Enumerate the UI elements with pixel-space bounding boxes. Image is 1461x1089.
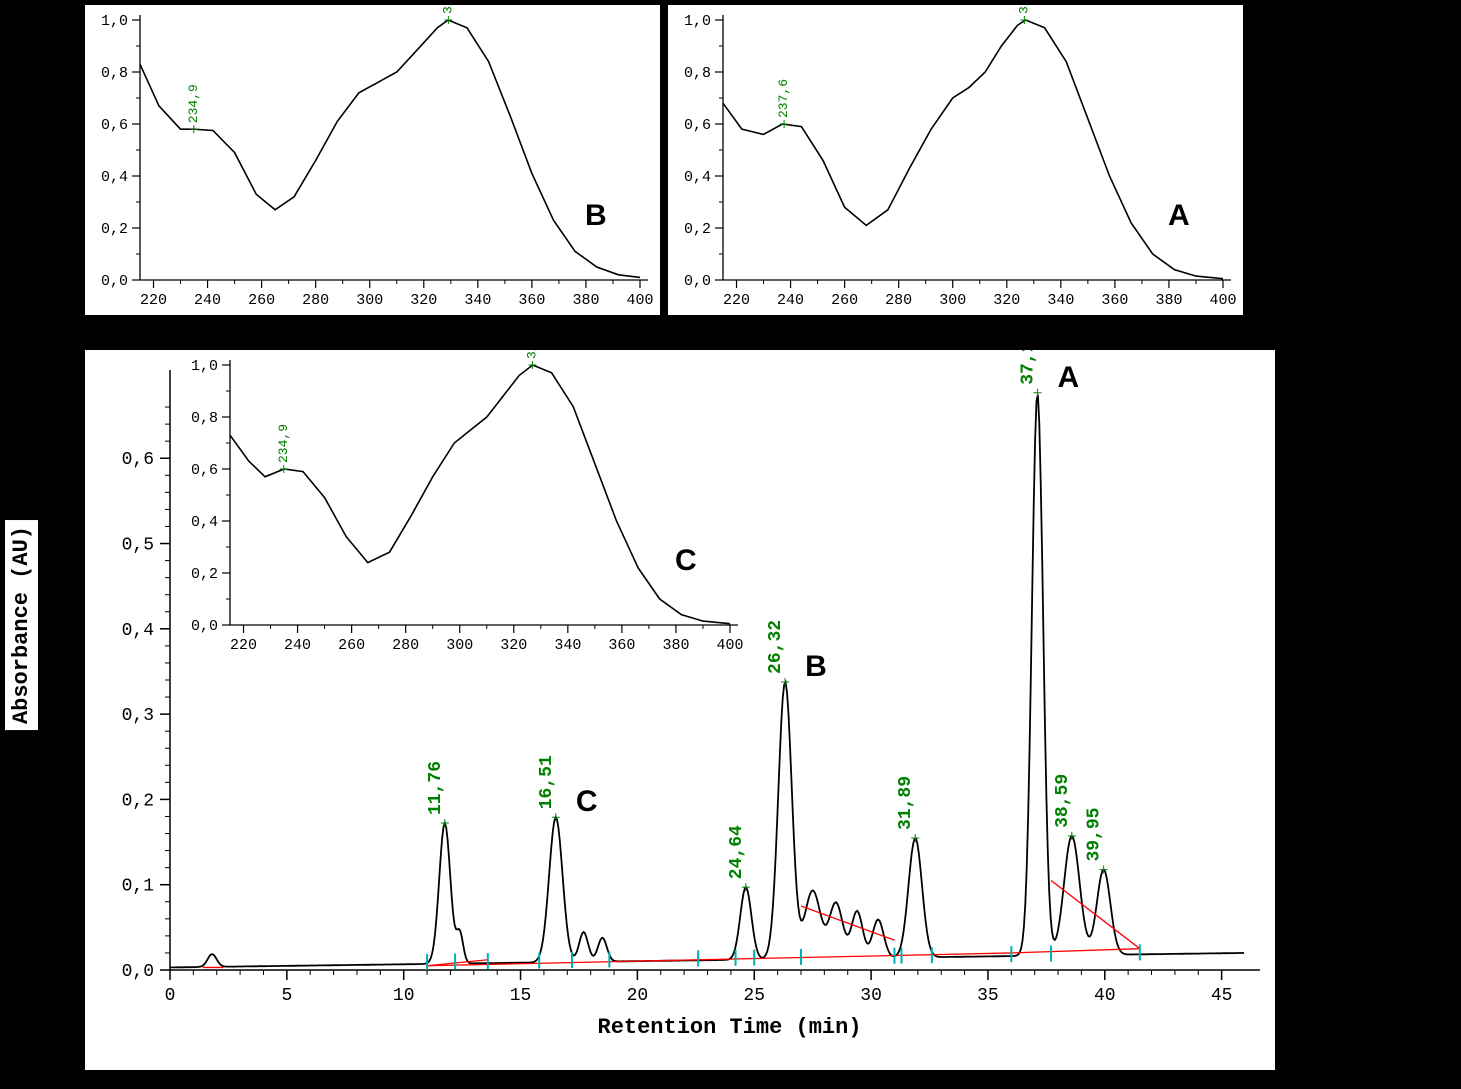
svg-text:400: 400	[626, 292, 653, 309]
svg-text:11,76: 11,76	[426, 761, 446, 815]
svg-text:237,6: 237,6	[776, 79, 791, 118]
svg-text:10: 10	[393, 986, 415, 1006]
svg-text:0,0: 0,0	[101, 273, 128, 290]
svg-text:40: 40	[1094, 986, 1116, 1006]
svg-text:280: 280	[302, 292, 329, 309]
spectrum-panel-c: 0,0 0,2 0,4 0,6 0,8 1,0 220 240 260 280 300 320 340 3…	[175, 350, 750, 660]
svg-text:380: 380	[662, 637, 689, 654]
y-axis-label: Absorbance (AU)	[5, 520, 38, 730]
svg-text:39,95: 39,95	[1085, 808, 1105, 862]
svg-text:C: C	[675, 544, 697, 577]
svg-text:5: 5	[281, 986, 292, 1006]
svg-text:0,2: 0,2	[101, 221, 128, 238]
svg-text:260: 260	[831, 292, 858, 309]
svg-text:340: 340	[1047, 292, 1074, 309]
svg-text:220: 220	[230, 637, 257, 654]
svg-text:300: 300	[446, 637, 473, 654]
svg-text:220: 220	[140, 292, 167, 309]
spectrum-chart-b: 0,0 0,2 0,4 0,6 0,8 1,0 220 240 260 280 300 320 340 3…	[85, 5, 660, 315]
svg-text:0,6: 0,6	[122, 450, 154, 470]
svg-text:260: 260	[248, 292, 275, 309]
svg-text:38,59: 38,59	[1053, 774, 1073, 828]
svg-text:0,8: 0,8	[101, 65, 128, 82]
svg-text:300: 300	[356, 292, 383, 309]
x-axis-label: Retention Time (min)	[598, 1015, 862, 1040]
svg-text:0,2: 0,2	[191, 566, 218, 583]
svg-text:234,9: 234,9	[186, 84, 201, 123]
svg-text:A: A	[1057, 361, 1079, 394]
svg-text:329,1: 329,1	[440, 5, 455, 14]
svg-text:320: 320	[500, 637, 527, 654]
svg-text:0,0: 0,0	[684, 273, 711, 290]
svg-text:30: 30	[860, 986, 882, 1006]
svg-text:300: 300	[939, 292, 966, 309]
svg-text:20: 20	[627, 986, 649, 1006]
svg-text:400: 400	[1209, 292, 1236, 309]
svg-text:0,8: 0,8	[191, 410, 218, 427]
svg-text:37,12: 37,12	[1018, 350, 1038, 385]
svg-text:16,51: 16,51	[537, 755, 557, 809]
svg-text:380: 380	[572, 292, 599, 309]
spectrum-chart-c: 0,0 0,2 0,4 0,6 0,8 1,0 220 240 260 280 300 320 340 3…	[175, 350, 750, 660]
svg-text:26,32: 26,32	[766, 620, 786, 674]
svg-text:326,9: 326,9	[524, 350, 539, 359]
svg-text:0,6: 0,6	[684, 117, 711, 134]
svg-text:320: 320	[993, 292, 1020, 309]
spectrum-panel-a: 0,0 0,2 0,4 0,6 0,8 1,0 220 240 260 280 300 320 340 3…	[668, 5, 1243, 315]
svg-text:320: 320	[410, 292, 437, 309]
svg-text:B: B	[805, 650, 827, 683]
svg-text:340: 340	[464, 292, 491, 309]
svg-text:234,9: 234,9	[276, 424, 291, 463]
svg-text:25: 25	[743, 986, 765, 1006]
svg-text:0,0: 0,0	[122, 962, 154, 982]
svg-text:B: B	[585, 199, 607, 232]
svg-text:380: 380	[1155, 292, 1182, 309]
svg-text:0,5: 0,5	[122, 536, 154, 556]
svg-text:240: 240	[284, 637, 311, 654]
svg-text:360: 360	[518, 292, 545, 309]
svg-text:0,3: 0,3	[122, 706, 154, 726]
svg-text:360: 360	[1101, 292, 1128, 309]
svg-text:0,6: 0,6	[191, 462, 218, 479]
svg-text:C: C	[576, 785, 598, 818]
svg-text:220: 220	[723, 292, 750, 309]
svg-text:0,0: 0,0	[191, 618, 218, 635]
spectrum-chart-a: 0,0 0,2 0,4 0,6 0,8 1,0 220 240 260 280 300 320 340 3…	[668, 5, 1243, 315]
svg-text:0,8: 0,8	[684, 65, 711, 82]
svg-text:0,4: 0,4	[122, 621, 154, 641]
svg-text:15: 15	[510, 986, 532, 1006]
svg-text:A: A	[1168, 199, 1190, 232]
svg-text:280: 280	[885, 292, 912, 309]
svg-text:400: 400	[716, 637, 743, 654]
svg-text:0,1: 0,1	[122, 877, 154, 897]
svg-text:0,4: 0,4	[684, 169, 711, 186]
svg-text:240: 240	[194, 292, 221, 309]
svg-text:340: 340	[554, 637, 581, 654]
svg-text:35: 35	[977, 986, 999, 1006]
svg-text:24,64: 24,64	[727, 825, 747, 879]
svg-text:45: 45	[1211, 986, 1233, 1006]
svg-text:360: 360	[608, 637, 635, 654]
svg-text:0,2: 0,2	[684, 221, 711, 238]
svg-text:1,0: 1,0	[191, 358, 218, 375]
svg-text:260: 260	[338, 637, 365, 654]
svg-text:1,0: 1,0	[101, 13, 128, 30]
svg-text:0,2: 0,2	[122, 791, 154, 811]
svg-text:240: 240	[777, 292, 804, 309]
svg-text:0,6: 0,6	[101, 117, 128, 134]
svg-text:280: 280	[392, 637, 419, 654]
svg-text:326,5: 326,5	[1016, 5, 1031, 14]
svg-text:31,89: 31,89	[896, 776, 916, 830]
spectrum-panel-b: 0,0 0,2 0,4 0,6 0,8 1,0 220 240 260 280 300 320 340 3…	[85, 5, 660, 315]
svg-text:0,4: 0,4	[101, 169, 128, 186]
svg-text:1,0: 1,0	[684, 13, 711, 30]
svg-text:0,4: 0,4	[191, 514, 218, 531]
svg-text:0: 0	[165, 986, 176, 1006]
